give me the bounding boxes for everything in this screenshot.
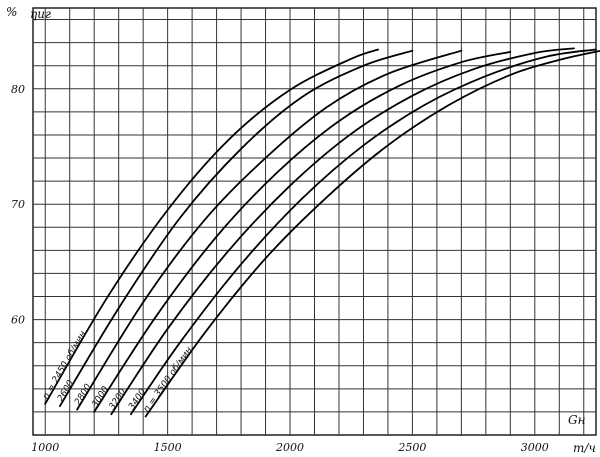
x-tick-label: 2500 bbox=[397, 441, 426, 454]
y-tick-label: 60 bbox=[11, 314, 25, 327]
tick-labels: 1000 1500 2000 2500 3000 60 70 80 bbox=[11, 83, 549, 454]
x-tick-label: 1000 bbox=[31, 441, 59, 454]
grid bbox=[32, 7, 597, 436]
series-line bbox=[93, 51, 512, 413]
series-line bbox=[59, 49, 414, 407]
series-line bbox=[130, 48, 597, 416]
x-tick-label: 2000 bbox=[275, 441, 304, 454]
series-layer bbox=[44, 47, 600, 418]
x-axis-unit: т/ч bbox=[573, 441, 596, 455]
y-tick-label: 80 bbox=[11, 83, 25, 96]
x-tick-label: 3000 bbox=[521, 441, 549, 454]
series-line bbox=[76, 49, 463, 411]
y-axis-unit: % bbox=[6, 5, 17, 19]
y-tick-label: 70 bbox=[11, 198, 25, 211]
series-line bbox=[110, 47, 575, 416]
y-axis-label: ηиг bbox=[30, 7, 51, 21]
x-tick-label: 1500 bbox=[154, 441, 182, 454]
series-line bbox=[144, 49, 600, 418]
series-line bbox=[44, 48, 379, 405]
x-axis-label: Gн bbox=[568, 413, 586, 427]
